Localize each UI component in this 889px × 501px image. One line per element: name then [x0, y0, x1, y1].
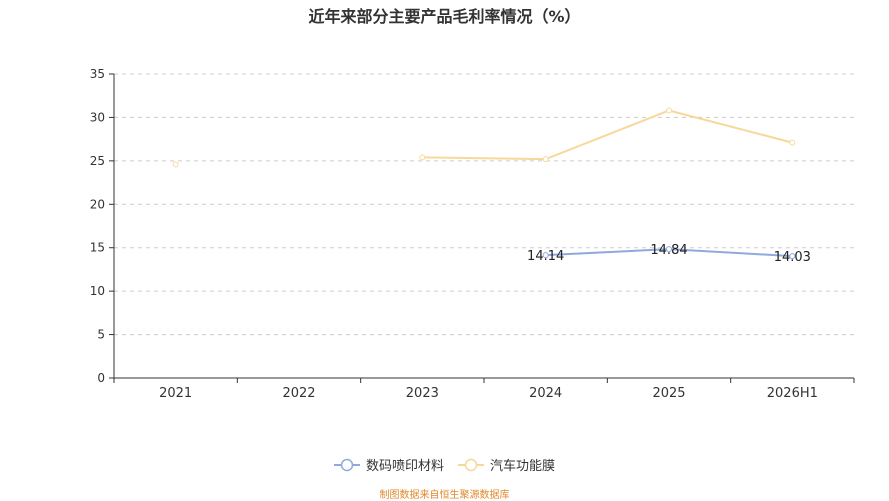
- x-tick-label: 2025: [652, 386, 685, 401]
- y-tick-label: 15: [90, 241, 105, 255]
- legend-label: 数码喷印材料: [365, 459, 444, 474]
- x-tick-label: 2021: [159, 386, 192, 401]
- data-point: [789, 253, 796, 260]
- y-tick-label: 35: [90, 67, 105, 81]
- x-tick-label: 2023: [406, 386, 439, 401]
- series-1: [172, 107, 796, 168]
- data-point: [666, 246, 672, 253]
- y-tick-label: 0: [97, 371, 105, 385]
- legend-item-auto-film[interactable]: 汽车功能膜: [458, 455, 555, 474]
- legend-marker-icon: [333, 458, 360, 471]
- source-note: 制图数据来自恒生聚源数据库: [379, 490, 510, 501]
- legend-label: 汽车功能膜: [490, 459, 556, 474]
- x-tick-label: 2022: [282, 386, 315, 401]
- y-tick-label: 25: [90, 154, 105, 168]
- data-point: [666, 107, 672, 114]
- series: [172, 107, 796, 260]
- data-label: 14.14: [527, 249, 564, 264]
- data-point: [542, 156, 549, 163]
- y-tick-label: 20: [90, 197, 105, 211]
- legend-marker-icon: [458, 458, 484, 471]
- data-point: [789, 139, 796, 146]
- y-tick-label: 10: [90, 284, 105, 298]
- data-point: [172, 161, 179, 168]
- y-tick-label: 5: [97, 328, 105, 342]
- chart-title: 近年来部分主要产品毛利率情况（%）: [308, 7, 581, 26]
- x-tick-label: 2026H1: [767, 386, 818, 401]
- series-line: [422, 109, 793, 161]
- legend: 数码喷印材料 汽车功能膜: [0, 455, 889, 474]
- data-label: 14.03: [774, 250, 811, 265]
- series-0: [542, 246, 796, 260]
- y-tick-label: 30: [90, 110, 105, 124]
- data-point: [542, 252, 549, 259]
- data-point: [419, 154, 426, 161]
- legend-item-digital-inkjet[interactable]: 数码喷印材料: [333, 455, 444, 474]
- data-labels: 14.14 14.84 14.03: [527, 243, 811, 265]
- grid-lines: [114, 73, 854, 336]
- data-label: 14.84: [650, 243, 687, 258]
- x-tick-label: 2024: [529, 386, 562, 401]
